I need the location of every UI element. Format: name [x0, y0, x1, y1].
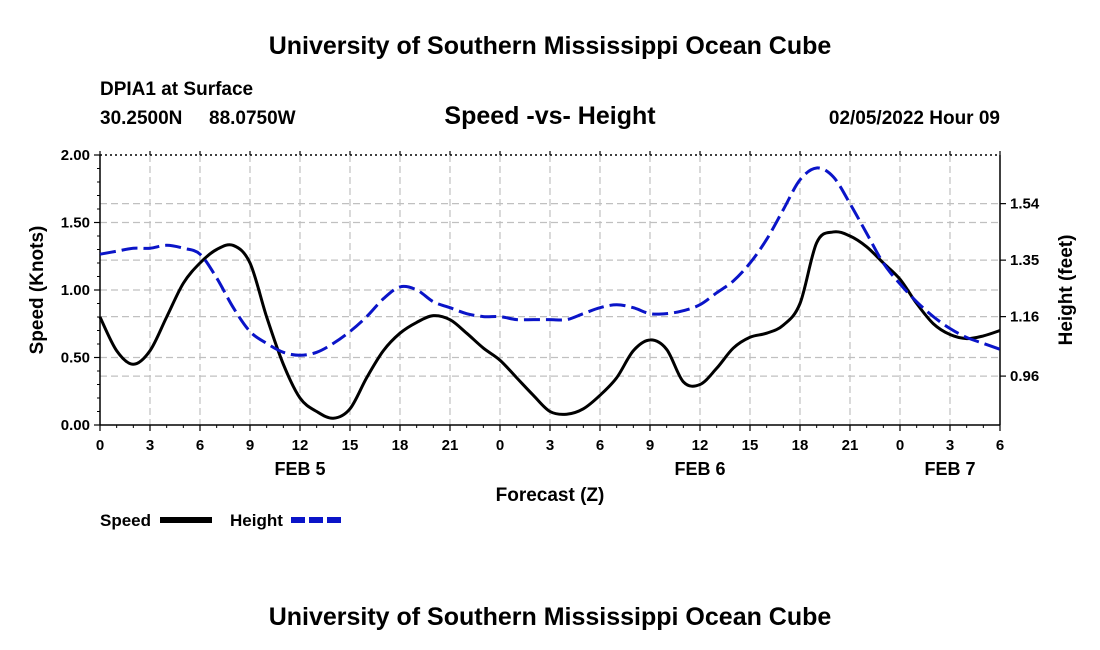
grid — [100, 155, 1000, 425]
y2-tick-label-3: 1.54 — [1010, 196, 1040, 213]
x-axis-title: Forecast (Z) — [496, 485, 605, 506]
series-line-height — [99, 166, 1001, 357]
y-tick-label-2: 1.00 — [61, 282, 90, 299]
date-label-1: FEB 6 — [674, 459, 725, 479]
legend-height-label: Height — [230, 511, 283, 530]
y-axis-title: Speed (Knots) — [27, 226, 48, 355]
x-tick-label-10: 6 — [596, 437, 604, 454]
x-tick-label-4: 12 — [292, 437, 309, 454]
footer-title: University of Southern Mississippi Ocean… — [269, 603, 832, 631]
axes: 0 3 6 9 12 15 18 21 0 3 6 9 12 15 18 21 0 3 6 FEB 5 FEB 6 FEB… — [61, 147, 1040, 479]
legend: Speed Height — [100, 511, 343, 530]
x-tick-label-15: 21 — [842, 437, 859, 454]
x-tick-label-11: 9 — [646, 437, 654, 454]
x-tick-label-3: 9 — [246, 437, 254, 454]
x-tick-label-12: 12 — [692, 437, 709, 454]
longitude-label: 88.0750W — [209, 108, 296, 129]
x-tick-label-14: 18 — [792, 437, 809, 454]
y-tick-label-4: 2.00 — [61, 147, 90, 164]
latitude-label: 30.2500N — [100, 108, 182, 129]
x-tick-label-6: 18 — [392, 437, 409, 454]
date-label-2: FEB 7 — [924, 459, 975, 479]
x-tick-label-9: 3 — [546, 437, 554, 454]
x-tick-label-0: 0 — [96, 437, 104, 454]
x-tick-label-8: 0 — [496, 437, 504, 454]
x-tick-label-16: 0 — [896, 437, 904, 454]
x-tick-label-7: 21 — [442, 437, 459, 454]
y2-tick-label-1: 1.16 — [1010, 309, 1039, 326]
y-tick-label-0: 0.00 — [61, 417, 90, 434]
series-line-speed — [98, 230, 1001, 420]
x-tick-label-13: 15 — [742, 437, 759, 454]
y2-tick-label-2: 1.35 — [1010, 252, 1039, 269]
y2-axis-title: Height (feet) — [1056, 235, 1077, 346]
station-label: DPIA1 at Surface — [100, 79, 253, 100]
x-tick-label-18: 6 — [996, 437, 1004, 454]
y-tick-label-3: 1.50 — [61, 215, 90, 232]
date-label-0: FEB 5 — [274, 459, 325, 479]
chart-title: Speed -vs- Height — [444, 102, 656, 130]
page-title: University of Southern Mississippi Ocean… — [269, 32, 832, 60]
x-tick-label-17: 3 — [946, 437, 954, 454]
x-tick-label-5: 15 — [342, 437, 359, 454]
x-tick-label-2: 6 — [196, 437, 204, 454]
y2-tick-label-0: 0.96 — [1010, 368, 1039, 385]
legend-speed-label: Speed — [100, 511, 151, 530]
y-tick-label-1: 0.50 — [61, 350, 90, 367]
timestamp-label: 02/05/2022 Hour 09 — [829, 108, 1000, 129]
series — [98, 166, 1001, 420]
x-tick-label-1: 3 — [146, 437, 154, 454]
